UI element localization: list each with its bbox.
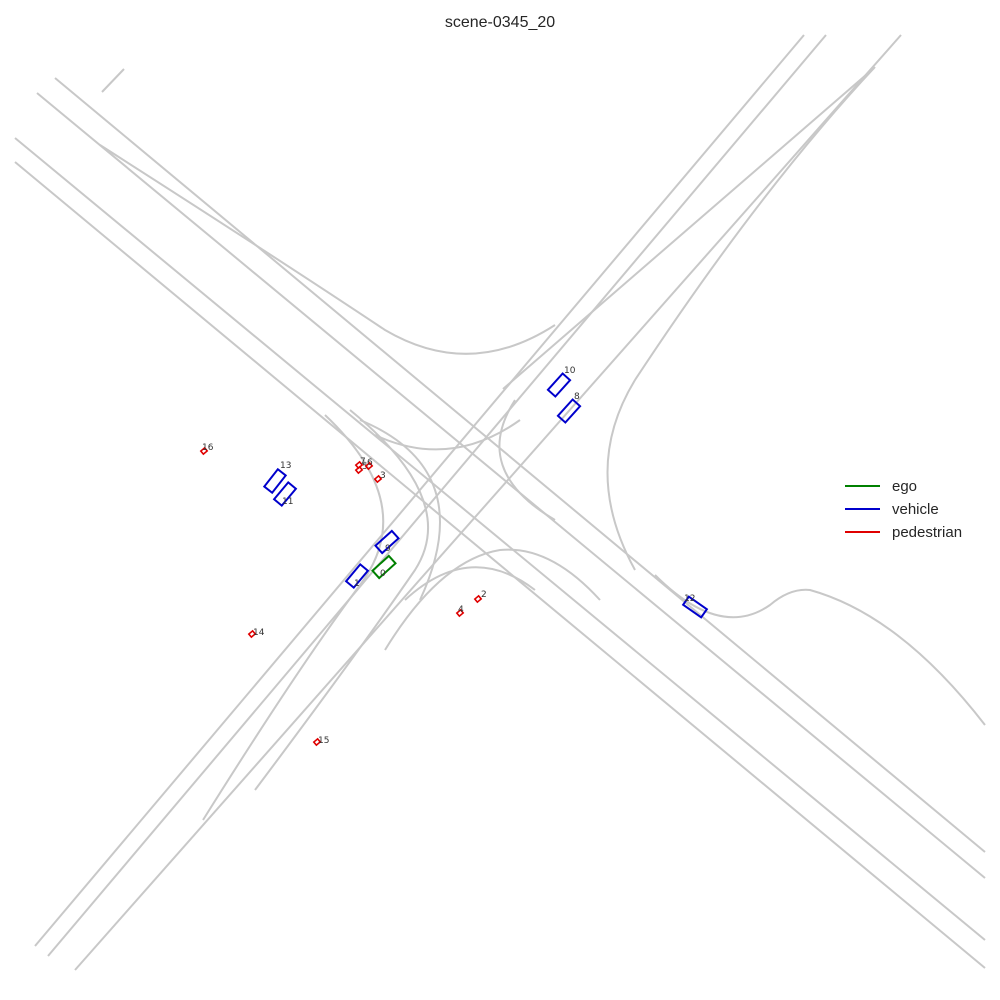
lane-curve xyxy=(654,574,986,726)
legend-label-vehicle: vehicle xyxy=(892,501,939,518)
vehicle-box xyxy=(344,562,370,590)
lane-line xyxy=(74,34,902,971)
ego-box xyxy=(371,554,397,580)
pedestrian-box xyxy=(247,629,257,639)
agent-label: 1 xyxy=(354,579,360,589)
agent-15: 15 xyxy=(312,736,329,747)
agent-6: 6 xyxy=(364,458,374,471)
pedestrian-box xyxy=(199,446,209,456)
agent-4: 4 xyxy=(455,605,465,618)
agent-10: 10 xyxy=(546,366,576,398)
lane-line xyxy=(14,137,986,941)
lane-curve xyxy=(498,399,556,521)
agent-label: 10 xyxy=(564,366,576,376)
agent-label: 9 xyxy=(385,544,391,554)
legend-item-pedestrian: pedestrian xyxy=(845,524,962,541)
lane-curve xyxy=(359,419,441,601)
agent-1: 1 xyxy=(344,562,370,590)
agent-label: 5 xyxy=(362,462,368,472)
agent-11: 11 xyxy=(272,480,298,508)
lane-curve xyxy=(202,414,385,821)
lane-curve xyxy=(374,419,521,451)
agent-label: 4 xyxy=(458,605,464,615)
agent-label: 14 xyxy=(253,628,265,638)
pedestrian-box xyxy=(373,474,383,484)
vehicle-box xyxy=(262,467,288,495)
legend-label-ego: ego xyxy=(892,478,917,495)
pedestrian-box xyxy=(364,461,374,471)
agent-label: 3 xyxy=(380,471,386,481)
vehicle-box xyxy=(546,372,572,398)
agent-12: 12 xyxy=(681,594,709,619)
lane-line xyxy=(101,68,125,93)
agent-label: 2 xyxy=(481,590,487,600)
legend-item-vehicle: vehicle xyxy=(845,501,939,518)
lane-line xyxy=(36,92,986,879)
pedestrian-box xyxy=(455,608,465,618)
agent-label: 0 xyxy=(380,569,386,579)
lane-curve xyxy=(384,548,601,651)
legend-item-ego: ego xyxy=(845,478,917,495)
vehicle-box xyxy=(272,480,298,508)
agent-label: 12 xyxy=(684,594,695,604)
agent-label: 7 xyxy=(360,457,366,467)
vehicle-box xyxy=(374,529,400,555)
lane-curve xyxy=(254,409,429,791)
agent-9: 9 xyxy=(374,529,400,555)
agent-0: 0 xyxy=(371,554,397,580)
agent-3: 3 xyxy=(373,471,386,484)
scene-title: scene-0345_20 xyxy=(445,14,555,31)
agent-label: 8 xyxy=(574,392,580,402)
legend-label-pedestrian: pedestrian xyxy=(892,524,962,541)
agent-14: 14 xyxy=(247,628,265,639)
agent-8: 8 xyxy=(556,392,582,424)
agent-2: 2 xyxy=(473,590,487,604)
agent-label: 6 xyxy=(367,458,373,468)
lane-line xyxy=(14,161,986,969)
agent-13: 13 xyxy=(262,461,291,495)
lane-line xyxy=(502,67,875,390)
agent-label: 16 xyxy=(202,443,214,453)
agent-label: 15 xyxy=(318,736,329,746)
pedestrian-box xyxy=(312,737,322,747)
legend: ego vehicle pedestrian xyxy=(845,478,962,541)
lane-curve xyxy=(404,566,536,601)
lane-curve xyxy=(606,66,876,571)
vehicle-box xyxy=(556,398,582,424)
agents-layer: 0 1 9 8 10 11 13 12 xyxy=(199,366,709,747)
agent-7: 7 xyxy=(354,457,366,470)
lane-curve xyxy=(99,144,556,355)
pedestrian-box xyxy=(354,460,364,470)
agent-label: 13 xyxy=(280,461,291,471)
pedestrian-box xyxy=(473,594,483,604)
agent-label: 11 xyxy=(282,497,293,507)
lane-network xyxy=(14,34,986,971)
vehicle-box xyxy=(681,595,709,619)
agent-16: 16 xyxy=(199,443,214,456)
